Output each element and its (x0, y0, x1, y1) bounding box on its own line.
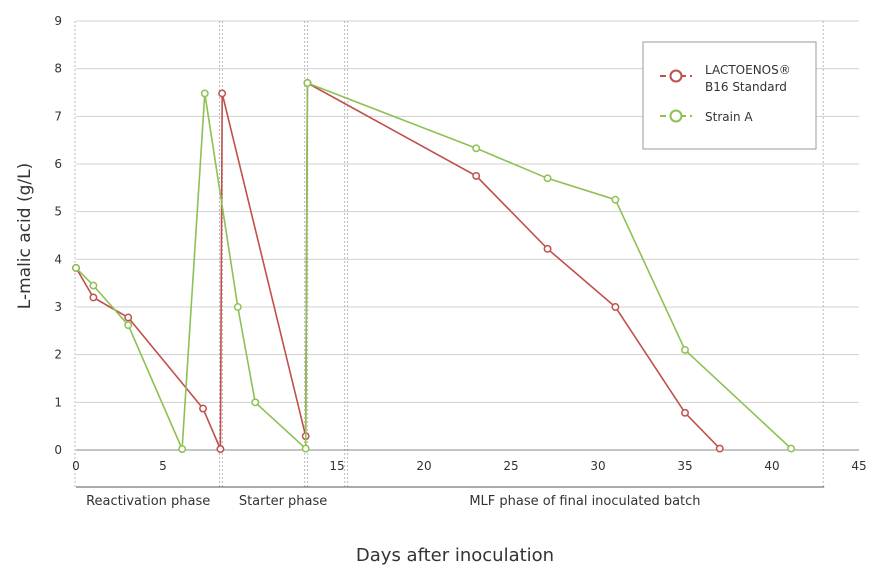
legend-label: LACTOENOS® (705, 63, 791, 77)
phase-label: Starter phase (239, 494, 327, 509)
phase-label: Reactivation phase (86, 494, 210, 509)
legend-label: B16 Standard (705, 80, 787, 94)
data-point (301, 444, 310, 453)
data-point (543, 174, 552, 183)
legend-swatch-marker (669, 109, 683, 123)
data-point (124, 313, 133, 322)
series-lines (72, 79, 796, 453)
data-point (472, 171, 481, 180)
data-point (472, 144, 481, 153)
data-point (787, 444, 796, 453)
y-tick-label: 9 (54, 14, 62, 28)
y-tick-label: 5 (54, 205, 62, 219)
y-tick-label: 8 (54, 62, 62, 76)
legend-label: Strain A (705, 110, 753, 124)
series-group (72, 79, 796, 453)
data-point (611, 195, 620, 204)
series-line (75, 81, 792, 451)
data-point (178, 445, 187, 453)
data-point (89, 281, 98, 290)
legend-box (642, 41, 817, 150)
data-point (199, 404, 207, 413)
x-tick-label: 35 (677, 459, 692, 473)
x-tick-label: 15 (329, 459, 344, 473)
y-tick-label: 7 (54, 109, 62, 123)
series-line (75, 81, 721, 450)
x-tick-labels: 0 5 15 20 25 30 35 40 45 (72, 459, 866, 473)
data-point (72, 263, 80, 272)
y-tick-label: 1 (54, 395, 62, 409)
data-point (543, 244, 552, 253)
legend-swatch-marker (669, 69, 683, 83)
series-group (72, 79, 724, 453)
data-point (611, 303, 620, 311)
y-tick-label: 4 (54, 252, 62, 266)
y-axis-title: L-malic acid (g/L) (15, 163, 35, 309)
data-point (216, 445, 225, 453)
horizontal-gridlines (76, 20, 859, 403)
x-tick-label: 5 (159, 459, 167, 473)
data-point (218, 89, 227, 98)
data-point (303, 79, 312, 87)
data-point (681, 408, 689, 417)
x-tick-label: 0 (72, 459, 80, 473)
y-tick-labels: 0 1 2 3 4 5 6 7 8 9 (54, 14, 62, 457)
data-point (89, 293, 98, 302)
x-tick-label: 20 (416, 459, 431, 473)
data-point (124, 321, 133, 330)
legend: LACTOENOS® B16 Standard Strain A (642, 41, 817, 150)
x-tick-label: 40 (764, 459, 779, 473)
data-point (715, 444, 724, 453)
y-tick-label: 2 (54, 348, 62, 362)
x-tick-label: 45 (851, 459, 866, 473)
y-tick-label: 3 (54, 300, 62, 314)
x-axis-title: Days after inoculation (356, 545, 554, 566)
data-point (233, 303, 242, 311)
data-point (200, 89, 209, 98)
data-point (251, 398, 260, 407)
x-tick-label: 30 (590, 459, 605, 473)
y-tick-label: 6 (54, 157, 62, 171)
phase-brackets: Reactivation phase Starter phase MLF phase… (76, 486, 825, 509)
data-point (681, 345, 689, 354)
x-tick-label: 25 (503, 459, 518, 473)
phase-label: MLF phase of final inoculated batch (469, 494, 700, 509)
y-tick-label: 0 (54, 443, 62, 457)
